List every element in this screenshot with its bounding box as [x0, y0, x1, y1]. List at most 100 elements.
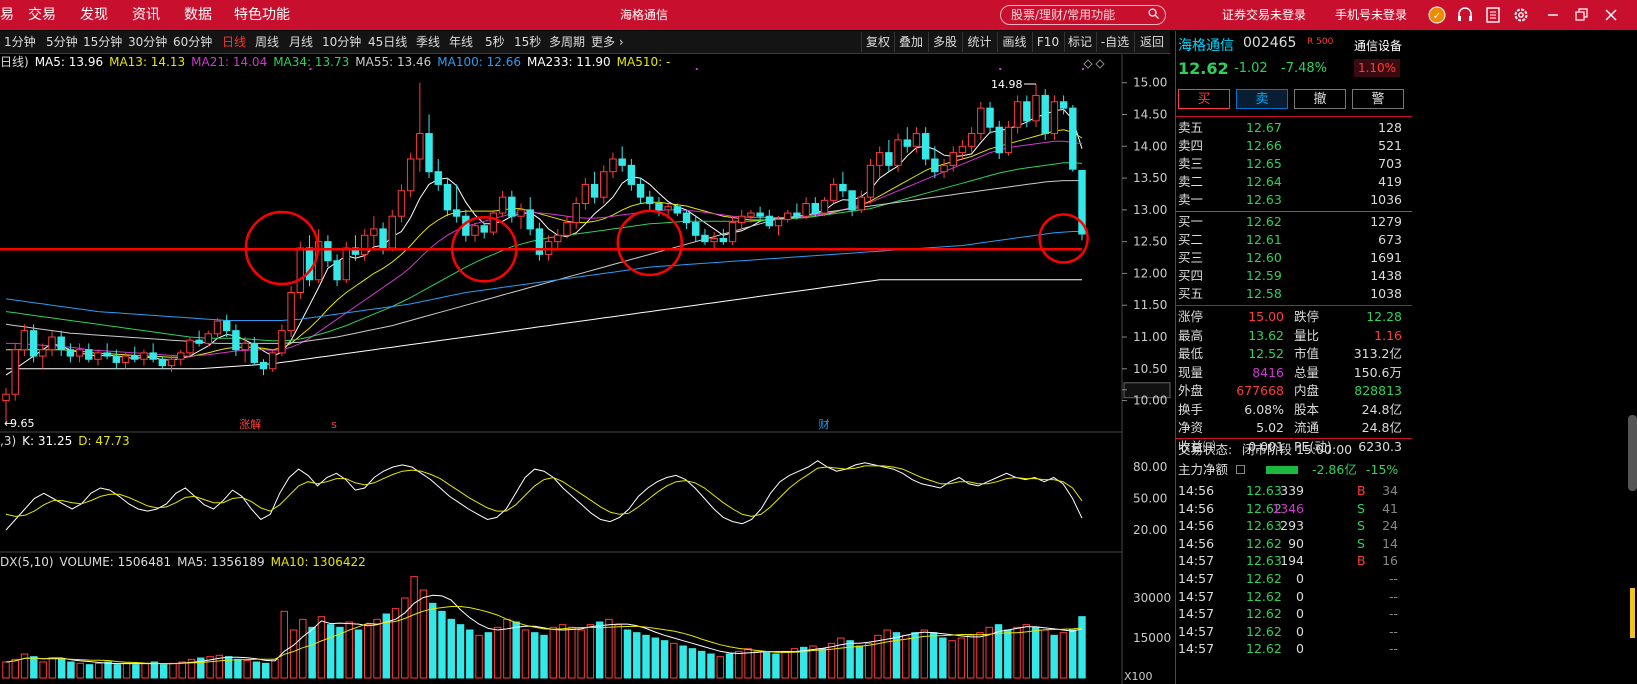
candle[interactable]: [609, 158, 617, 173]
candle[interactable]: [131, 355, 139, 360]
period-tab[interactable]: 60分钟: [173, 35, 213, 49]
period-tab[interactable]: 10分钟: [322, 35, 362, 49]
phone-login-link[interactable]: 手机号未登录: [1335, 8, 1408, 22]
candle[interactable]: [333, 260, 341, 281]
candle[interactable]: [416, 133, 424, 160]
bid-row[interactable]: 买四 12.59 1438: [1176, 267, 1412, 285]
candle[interactable]: [140, 352, 148, 360]
tool-button[interactable]: 标记: [1064, 32, 1095, 52]
tool-button[interactable]: 返回: [1134, 32, 1169, 52]
candle[interactable]: [278, 330, 286, 354]
candle[interactable]: [1069, 107, 1077, 170]
tool-button[interactable]: -自选: [1096, 32, 1133, 52]
candle[interactable]: [480, 225, 488, 233]
candle[interactable]: [590, 183, 599, 198]
candle[interactable]: [544, 241, 553, 255]
tool-button[interactable]: 统计: [962, 32, 996, 52]
candle[interactable]: [434, 171, 442, 185]
period-tab[interactable]: 1分钟: [4, 35, 36, 49]
candle[interactable]: [839, 183, 847, 192]
candle[interactable]: [471, 225, 479, 236]
candle[interactable]: [2, 393, 10, 402]
tool-button[interactable]: 复权: [861, 32, 894, 52]
candle[interactable]: [664, 206, 672, 211]
candle[interactable]: [554, 234, 562, 243]
candle[interactable]: [48, 336, 56, 351]
candle[interactable]: [995, 126, 1003, 154]
candle[interactable]: [204, 333, 213, 344]
event-mark[interactable]: 财: [818, 417, 829, 431]
ask-row[interactable]: 卖三 12.65 703: [1176, 155, 1412, 173]
candle[interactable]: [360, 234, 369, 255]
candle[interactable]: [600, 171, 608, 198]
candle[interactable]: [388, 215, 396, 249]
candle[interactable]: [508, 196, 516, 217]
menu-item[interactable]: 发现: [80, 7, 108, 23]
period-tab[interactable]: 15分钟: [83, 35, 123, 49]
candle[interactable]: [397, 190, 406, 217]
bid-row[interactable]: 买五 12.58 1038: [1176, 285, 1412, 303]
candle[interactable]: [370, 228, 378, 236]
menu-item[interactable]: 特色功能: [234, 7, 290, 23]
candle[interactable]: [526, 209, 534, 230]
candle[interactable]: [1023, 101, 1031, 122]
candle[interactable]: [85, 349, 93, 360]
candle[interactable]: [1078, 169, 1086, 235]
candle[interactable]: [1050, 101, 1059, 135]
candle[interactable]: [94, 352, 102, 360]
broker-login-link[interactable]: 证券交易未登录: [1222, 8, 1307, 22]
period-tab[interactable]: 年线: [449, 35, 474, 49]
headset-icon[interactable]: [1455, 5, 1475, 25]
candle[interactable]: [682, 212, 691, 224]
period-tab[interactable]: 30分钟: [128, 35, 168, 49]
bid-row[interactable]: 买二 12.61 673: [1176, 231, 1412, 249]
ask-row[interactable]: 卖四 12.66 521: [1176, 137, 1412, 155]
ask-row[interactable]: 卖五 12.67 128: [1176, 119, 1412, 137]
candle[interactable]: [75, 349, 84, 357]
candle[interactable]: [627, 164, 636, 185]
candle[interactable]: [287, 292, 295, 332]
candle[interactable]: [489, 212, 498, 233]
candle[interactable]: [765, 215, 774, 227]
period-tab[interactable]: 5秒: [485, 35, 505, 49]
period-tab[interactable]: 季线: [416, 35, 441, 49]
level2-icon[interactable]: ✓: [1427, 5, 1447, 25]
candle[interactable]: [802, 203, 810, 217]
candle[interactable]: [572, 203, 580, 224]
minimize-icon[interactable]: [1543, 5, 1563, 25]
candle[interactable]: [517, 209, 525, 217]
candle[interactable]: [186, 339, 194, 354]
candle[interactable]: [866, 164, 875, 198]
sector-name[interactable]: 通信设备: [1354, 39, 1403, 53]
scrollbar[interactable]: [1628, 415, 1637, 491]
candle[interactable]: [747, 212, 755, 217]
candle[interactable]: [921, 133, 930, 160]
bid-row[interactable]: 买三 12.60 1691: [1176, 249, 1412, 267]
candle[interactable]: [195, 339, 203, 344]
candle[interactable]: [848, 190, 856, 211]
menu-item[interactable]: 资讯: [132, 7, 160, 23]
candle[interactable]: [783, 212, 792, 220]
event-mark[interactable]: 涨解: [239, 417, 261, 431]
period-tab[interactable]: 5分钟: [46, 35, 78, 49]
period-tab[interactable]: 日线: [222, 35, 247, 49]
tool-button[interactable]: 叠加: [894, 32, 927, 52]
menu-item[interactable]: 交易: [28, 7, 56, 23]
candle[interactable]: [692, 222, 700, 236]
ask-row[interactable]: 卖二 12.64 419: [1176, 173, 1412, 191]
candle[interactable]: [894, 139, 902, 166]
candle[interactable]: [958, 145, 967, 154]
candle[interactable]: [158, 358, 167, 367]
candle[interactable]: [112, 355, 121, 363]
candle[interactable]: [324, 241, 332, 262]
candle[interactable]: [149, 352, 157, 360]
cancel-order-button[interactable]: 撤: [1294, 89, 1346, 109]
alert-button[interactable]: 警: [1352, 89, 1404, 109]
candle[interactable]: [1004, 126, 1013, 154]
candle[interactable]: [829, 183, 838, 201]
candle[interactable]: [535, 228, 544, 255]
candle[interactable]: [636, 183, 645, 198]
candle[interactable]: [738, 215, 746, 224]
candle[interactable]: [875, 152, 884, 166]
diamond-icon[interactable]: [1095, 59, 1105, 69]
